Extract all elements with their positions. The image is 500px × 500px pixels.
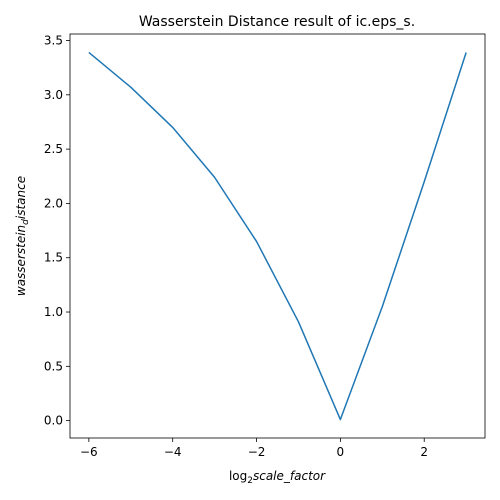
y-axis-label: wassersteindistance: [14, 176, 31, 296]
x-tick-label: −6: [80, 445, 98, 459]
x-tick-label: −4: [164, 445, 182, 459]
y-tick-label: 0.5: [44, 359, 63, 373]
chart-title: Wasserstein Distance result of ic.eps_s.: [139, 14, 415, 30]
x-tick-label: 0: [337, 445, 345, 459]
y-tick-label: 2.0: [44, 196, 63, 210]
plot-frame: [69, 33, 486, 439]
x-axis-label: log2scale_factor: [229, 469, 326, 486]
y-tick-label: 0.0: [44, 414, 63, 428]
x-axis-label-subscript: 2: [247, 476, 253, 486]
x-tick-label: −2: [248, 445, 266, 459]
y-tick-label: 1.0: [44, 305, 63, 319]
y-axis-label-rest: istance: [14, 176, 28, 219]
x-tick-label: 2: [420, 445, 428, 459]
series-line: [88, 51, 467, 421]
x-axis-label-main: scale_factor: [253, 469, 326, 483]
series-layer: [88, 51, 467, 421]
y-tick-label: 3.5: [44, 34, 63, 48]
y-tick-label: 2.5: [44, 142, 63, 156]
x-axis-label-prefix: log: [229, 469, 247, 483]
y-tick-label: 3.0: [44, 88, 63, 102]
tick-group: −6 −4 −2 0 2 0.0 0.5 1.0 1.5 2.0 2.5 3.0 3.5: [44, 34, 428, 459]
y-axis-label-main: wasserstein: [14, 225, 28, 296]
y-tick-label: 1.5: [44, 251, 63, 265]
y-axis-label-subscript: d: [21, 219, 31, 225]
